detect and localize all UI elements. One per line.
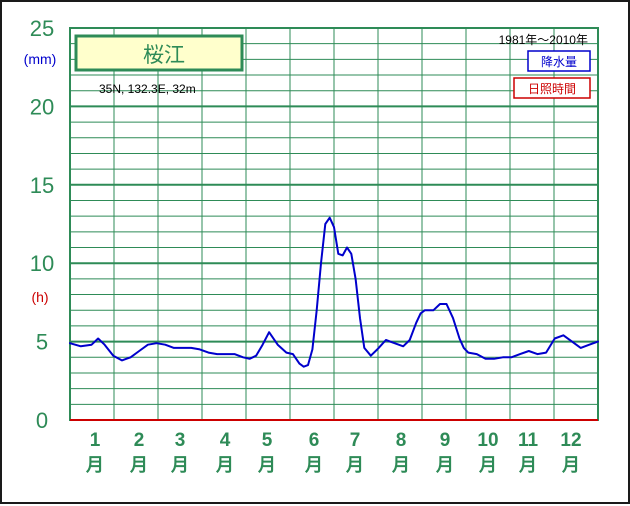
y-tick-label: 0	[36, 408, 48, 433]
station-box	[74, 34, 244, 72]
y-tick-label: 20	[30, 94, 54, 119]
month-number-label: 8	[396, 430, 407, 451]
month-char-label: 月	[345, 455, 364, 476]
month-number-label: 7	[350, 430, 361, 451]
y-tick-label: 5	[36, 330, 48, 355]
month-number-label: 9	[440, 430, 451, 451]
station-location: 35N, 132.3E, 32m	[99, 82, 196, 96]
station-name: 桜江	[143, 43, 185, 67]
y-tick-label: 25	[30, 16, 54, 41]
month-number-label: 1	[90, 430, 101, 451]
month-number-label: 2	[134, 430, 145, 451]
month-char-label: 月	[257, 455, 276, 476]
period-label: 1981年〜2010年	[499, 33, 588, 47]
month-number-label: 12	[560, 430, 581, 451]
month-number-label: 5	[262, 430, 273, 451]
month-number-label: 10	[477, 430, 498, 451]
legend-sunshine-box	[513, 77, 591, 99]
legend-precip-box	[527, 50, 591, 72]
legend-sunshine: 日照時間	[528, 82, 576, 96]
y-ticks: 0 5 10 15 20 25	[30, 16, 54, 433]
month-char-label: 月	[561, 455, 580, 476]
y-tick-label: 15	[30, 173, 54, 198]
month-number-label: 11	[518, 430, 539, 451]
sunshine-unit-label: (h)	[31, 289, 48, 305]
month-char-label: 月	[170, 455, 189, 476]
month-char-label: 月	[518, 455, 537, 476]
series-layer	[69, 216, 599, 368]
precip-unit-label: (mm)	[24, 51, 57, 67]
legend-precip: 降水量	[541, 55, 577, 69]
month-number-label: 4	[220, 430, 231, 451]
month-char-label: 月	[435, 455, 454, 476]
month-number-label: 3	[175, 430, 186, 451]
month-labels: 1 月 2 月 3 月 4 月 5 月 6 月 7 月 8 月 9 月 10 月 11 月 12 月	[85, 430, 582, 476]
y-tick-label: 10	[30, 251, 54, 276]
series-line	[69, 216, 599, 368]
month-char-label: 月	[391, 455, 410, 476]
month-char-label: 月	[478, 455, 497, 476]
month-char-label: 月	[215, 455, 234, 476]
month-number-label: 6	[309, 430, 320, 451]
month-char-label: 月	[129, 455, 148, 476]
month-char-label: 月	[304, 455, 323, 476]
month-char-label: 月	[85, 455, 104, 476]
